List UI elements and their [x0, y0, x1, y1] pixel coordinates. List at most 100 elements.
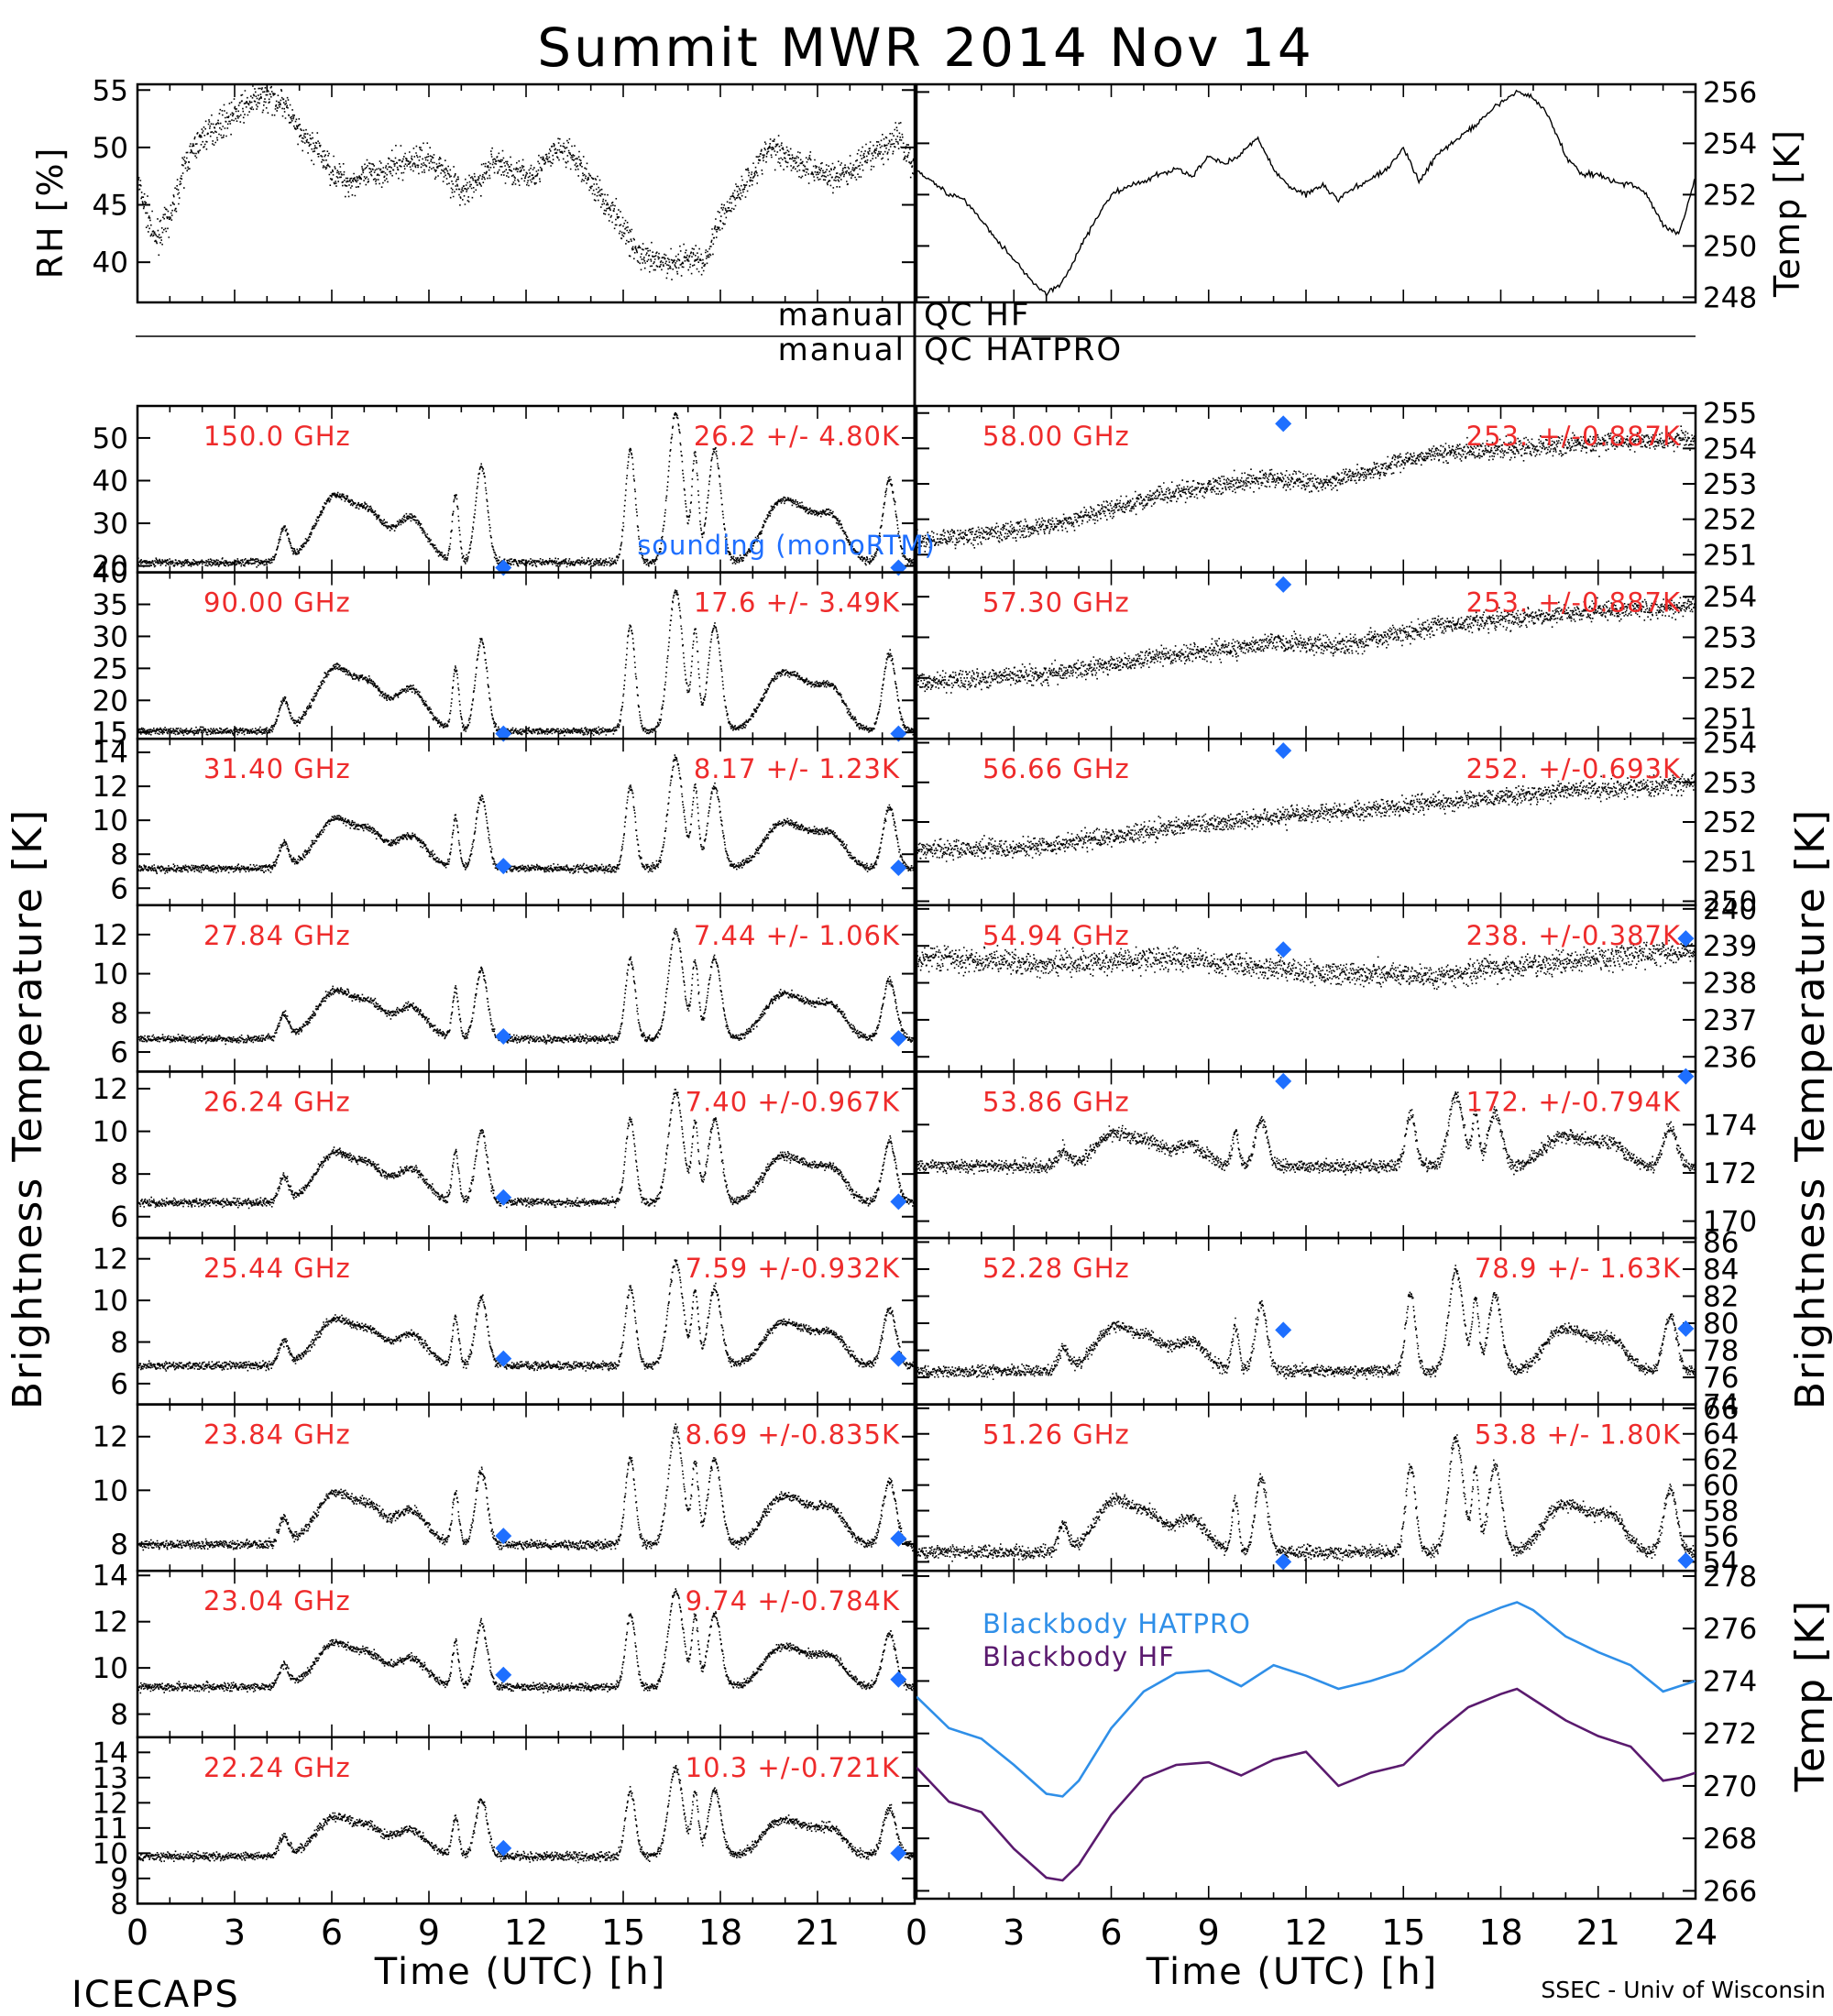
y-tick-label: 250 — [1703, 885, 1757, 918]
x-tick-label-right: 6 — [1100, 1912, 1122, 1953]
sounding-diamond — [495, 1189, 512, 1206]
trace-points — [137, 85, 915, 280]
y-tick-label: 8 — [110, 838, 128, 871]
y-tick-label: 40 — [93, 247, 128, 279]
sounding-diamond — [495, 1528, 512, 1545]
panel-stat-label: 7.40 +/-0.967K — [686, 1086, 900, 1117]
data-layer — [916, 89, 1696, 299]
y-tick-label: 10 — [93, 805, 128, 838]
panel-ch2304: 8 10 12 14 23.04 GHz 9.74 +/-0.784K — [93, 1560, 916, 1739]
sounding-diamond — [1275, 1321, 1292, 1339]
tb-left-axis-label: Brightness Temperature [K] — [5, 808, 51, 1409]
legend-sounding: sounding (monoRTM) — [637, 530, 936, 561]
sounding-diamond — [1275, 941, 1292, 959]
y-tick-label: 252 — [1703, 663, 1757, 696]
data-layer — [916, 425, 1696, 553]
y-tick-label: 252 — [1703, 504, 1757, 537]
y-tick-label: 278 — [1703, 1561, 1757, 1594]
y-tick-label: 274 — [1703, 1665, 1757, 1698]
y-tick-label: 248 — [1703, 281, 1757, 314]
qc-hatpro-right-label: QC HATPRO — [924, 332, 1123, 368]
sounding-diamond — [1677, 1068, 1695, 1085]
x-tick-label-right: 0 — [906, 1912, 927, 1953]
panel-channel-label: 52.28 GHz — [982, 1253, 1130, 1284]
panel-stat-label: 17.6 +/- 3.49K — [694, 587, 900, 619]
y-tick-label: 25 — [93, 652, 128, 685]
y-tick-label: 9 — [110, 1863, 128, 1896]
sounding-diamond — [1275, 415, 1292, 433]
sounding-diamond — [1677, 1552, 1695, 1570]
y-tick-label: 66 — [1703, 1393, 1739, 1426]
y-tick-label: 13 — [93, 1762, 128, 1795]
x-tick-label-left: 12 — [504, 1912, 548, 1953]
panel-channel-label: 56.66 GHz — [982, 753, 1130, 784]
sounding-diamond — [495, 1027, 512, 1045]
panel-stat-label: 238. +/-0.387K — [1466, 920, 1681, 951]
panel-ch150: 20 30 40 50 150.0 GHz 26.2 +/- 4.80K — [93, 404, 916, 584]
panel-rh: 40 45 50 55 — [93, 74, 916, 304]
panel-channel-label: 22.24 GHz — [203, 1752, 351, 1783]
sounding-diamond — [890, 1030, 907, 1047]
y-tick-label: 10 — [93, 1116, 128, 1149]
y-tick-label: 86 — [1703, 1226, 1739, 1259]
sounding-diamond — [890, 1193, 907, 1211]
y-tick-label: 252 — [1703, 806, 1757, 839]
x-tick-label-right: 9 — [1198, 1912, 1220, 1953]
series-line-1 — [916, 1687, 1696, 1882]
panel-channel-label: 51.26 GHz — [982, 1419, 1130, 1451]
y-tick-label: 237 — [1703, 1004, 1757, 1037]
sounding-diamond — [890, 1530, 907, 1548]
sounding-diamond — [1677, 1320, 1695, 1337]
y-tick-label: 35 — [93, 589, 128, 622]
y-tick-label: 30 — [93, 620, 128, 653]
sounding-diamond — [890, 860, 907, 877]
panel-channel-label: 90.00 GHz — [203, 587, 351, 619]
y-tick-label: 54 — [1703, 1546, 1739, 1579]
legend-blackbody-hf: Blackbody HF — [982, 1641, 1175, 1672]
y-tick-label: 84 — [1703, 1254, 1739, 1287]
x-tick-label-left: 3 — [224, 1912, 246, 1953]
y-tick-label: 276 — [1703, 1613, 1757, 1646]
data-layer — [916, 1265, 1696, 1380]
y-tick-label: 239 — [1703, 930, 1757, 963]
y-tick-label: 20 — [93, 551, 128, 584]
y-tick-label: 253 — [1703, 621, 1757, 654]
y-tick-label: 78 — [1703, 1335, 1739, 1368]
panel-stat-label: 78.9 +/- 1.63K — [1475, 1253, 1681, 1284]
y-tick-label: 40 — [93, 465, 128, 498]
panel-stat-label: 7.59 +/-0.932K — [686, 1253, 900, 1284]
sounding-diamond — [1275, 742, 1292, 760]
y-tick-label: 80 — [1703, 1308, 1739, 1341]
sounding-diamond — [890, 1845, 907, 1862]
panel-stat-label: 8.69 +/-0.835K — [686, 1419, 900, 1451]
y-tick-label: 12 — [93, 1787, 128, 1820]
y-tick-label: 10 — [93, 1285, 128, 1318]
trace-points — [916, 597, 1696, 694]
panel-ch2784: 6 8 10 12 27.84 GHz 7.44 +/- 1.06K — [93, 904, 916, 1073]
y-tick-label: 268 — [1703, 1823, 1757, 1856]
y-tick-label: 256 — [1703, 76, 1757, 109]
x-tick-label-right: 12 — [1284, 1912, 1328, 1953]
x-tick-label-right: 21 — [1576, 1912, 1620, 1953]
y-tick-label: 10 — [93, 1474, 128, 1507]
data-layer — [916, 1434, 1696, 1562]
y-tick-label: 15 — [93, 717, 128, 750]
y-tick-label: 10 — [93, 1837, 128, 1870]
sounding-diamond — [1677, 930, 1695, 948]
y-tick-label: 64 — [1703, 1419, 1739, 1452]
panel-frame — [915, 82, 1697, 304]
y-tick-label: 56 — [1703, 1520, 1739, 1553]
qc-hatpro-left-label: manual — [778, 332, 906, 368]
y-tick-label: 253 — [1703, 767, 1757, 800]
x-tick-label-right: 18 — [1478, 1912, 1522, 1953]
y-tick-label: 12 — [93, 1606, 128, 1639]
y-tick-label: 82 — [1703, 1280, 1739, 1313]
sounding-diamond — [1275, 1072, 1292, 1090]
temp-top-axis-label: Temp [K] — [1767, 128, 1807, 298]
